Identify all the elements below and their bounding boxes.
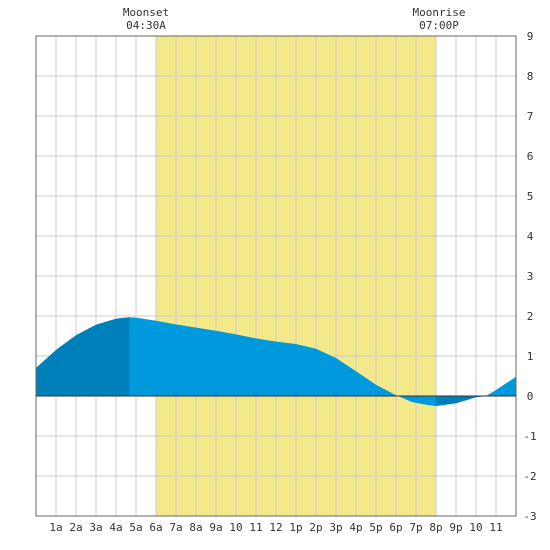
- x-tick-label: 6a: [149, 521, 162, 534]
- moonset-time: 04:30A: [126, 19, 166, 32]
- tide-area-night: [36, 317, 130, 396]
- plot-frame: [35, 35, 517, 517]
- x-tick-labels: 1a 2a 3a 4a 5a 6a 7a 8a 9a 10 11 12 1p 2p 3p 4p 5p 6p 7p 8p…: [49, 521, 502, 534]
- x-tick-label: 11: [489, 521, 502, 534]
- x-tick-label: 6p: [389, 521, 402, 534]
- y-tick-label: -3: [523, 510, 536, 523]
- x-tick-label: 4p: [349, 521, 362, 534]
- x-tick-label: 4a: [109, 521, 122, 534]
- x-tick-label: 1a: [49, 521, 62, 534]
- frame-layer: [35, 35, 517, 517]
- x-tick-label: 5a: [129, 521, 142, 534]
- x-tick-label: 12: [269, 521, 282, 534]
- x-tick-label: 2a: [69, 521, 82, 534]
- x-tick-label: 8a: [189, 521, 202, 534]
- y-tick-label: 2: [527, 310, 534, 323]
- x-tick-label: 9p: [449, 521, 462, 534]
- y-tick-label: 9: [527, 30, 534, 43]
- moonrise-time: 07:00P: [419, 19, 459, 32]
- x-tick-label: 10: [229, 521, 242, 534]
- x-tick-label: 2p: [309, 521, 322, 534]
- x-tick-label: 1p: [289, 521, 302, 534]
- y-tick-label: 5: [527, 190, 534, 203]
- y-tick-label: 6: [527, 150, 534, 163]
- x-tick-label: 8p: [429, 521, 442, 534]
- y-tick-label: 7: [527, 110, 534, 123]
- x-tick-label: 3p: [329, 521, 342, 534]
- y-tick-label: 8: [527, 70, 534, 83]
- x-tick-label: 9a: [209, 521, 222, 534]
- moon-annotations: Moonset 04:30A Moonrise 07:00P: [123, 6, 466, 32]
- tide-area-night: [436, 396, 486, 406]
- tide-layer: [36, 317, 516, 406]
- y-tick-label: -1: [523, 430, 536, 443]
- y-tick-label: 4: [527, 230, 534, 243]
- x-tick-label: 11: [249, 521, 262, 534]
- y-tick-label: 3: [527, 270, 534, 283]
- y-tick-label: 1: [527, 350, 534, 363]
- x-tick-label: 10: [469, 521, 482, 534]
- x-tick-label: 5p: [369, 521, 382, 534]
- tide-area: [36, 317, 516, 406]
- x-tick-label: 7p: [409, 521, 422, 534]
- y-tick-labels: 9 8 7 6 5 4 3 2 1 0 -1 -2 -3: [523, 30, 536, 523]
- moonrise-label: Moonrise: [413, 6, 466, 19]
- y-tick-label: 0: [527, 390, 534, 403]
- moonset-label: Moonset: [123, 6, 169, 19]
- x-tick-label: 3a: [89, 521, 102, 534]
- y-tick-label: -2: [523, 470, 536, 483]
- x-tick-label: 7a: [169, 521, 182, 534]
